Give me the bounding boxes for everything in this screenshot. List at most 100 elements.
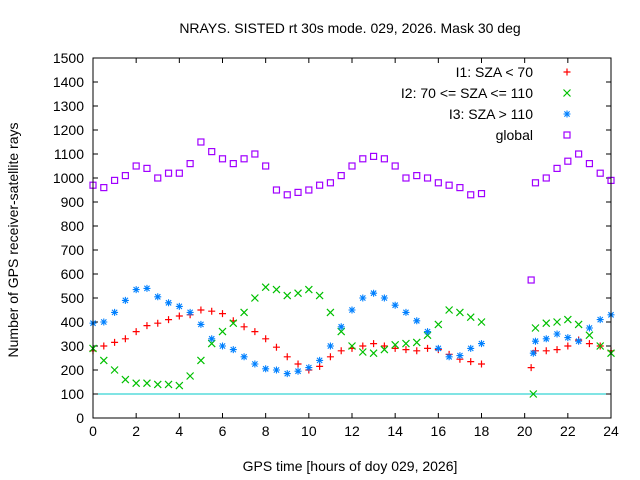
data-point (585, 331, 594, 340)
data-point (121, 375, 130, 384)
data-point (99, 356, 108, 365)
data-point (380, 155, 388, 163)
data-point (391, 162, 399, 170)
data-point (251, 328, 259, 336)
data-point (100, 184, 108, 192)
data-point (110, 176, 119, 184)
x-tick-label: 14 (387, 423, 403, 439)
data-point (391, 344, 399, 352)
data-point (218, 327, 227, 336)
data-point (283, 191, 291, 199)
data-point (186, 160, 194, 168)
data-point (175, 312, 183, 320)
y-tick-label: 900 (61, 194, 85, 210)
data-point (553, 346, 561, 354)
data-point (143, 379, 151, 388)
data-point (423, 174, 432, 182)
data-point (154, 174, 162, 182)
data-point (456, 352, 464, 360)
data-point (197, 306, 205, 314)
y-tick-label: 1100 (54, 146, 84, 162)
data-point (240, 308, 249, 317)
x-tick-label: 2 (132, 423, 140, 439)
data-point (478, 360, 485, 368)
data-point (574, 320, 583, 329)
data-point (165, 299, 173, 307)
data-point (424, 328, 432, 336)
plot-frame (92, 57, 612, 419)
series-i2-70-sza-110 (89, 283, 615, 398)
data-point (326, 308, 335, 317)
data-point (527, 276, 535, 284)
y-tick-label: 1200 (53, 122, 84, 138)
data-point (294, 188, 302, 196)
data-point (283, 370, 291, 378)
data-point (132, 328, 140, 336)
data-point (466, 313, 475, 322)
data-point (563, 315, 572, 324)
data-point (337, 347, 345, 355)
data-point (402, 346, 410, 354)
y-tick-label: 600 (61, 266, 85, 282)
data-point (434, 344, 442, 352)
data-point (100, 318, 108, 326)
legend-marker (563, 68, 571, 76)
y-tick-label: 100 (61, 386, 85, 402)
x-axis-label: GPS time [hours of doy 029, 2026] (243, 458, 458, 474)
data-point (337, 323, 345, 331)
data-point (272, 285, 281, 294)
data-point (434, 179, 442, 187)
data-point (413, 347, 421, 355)
data-point (456, 184, 464, 192)
data-point (154, 293, 162, 301)
data-point (359, 342, 367, 350)
x-tick-label: 6 (219, 423, 227, 439)
data-point (262, 162, 270, 170)
legend-marker (563, 89, 571, 97)
data-point (380, 342, 388, 350)
data-point (121, 335, 129, 343)
data-point (529, 349, 537, 357)
data-point (596, 316, 604, 324)
x-tick-label: 16 (431, 423, 447, 439)
data-point (197, 138, 205, 146)
data-point (531, 337, 539, 345)
data-point (219, 342, 226, 350)
data-point (294, 289, 302, 298)
data-point (326, 342, 334, 350)
data-point (585, 324, 593, 332)
data-point (316, 356, 324, 364)
y-tick-label: 1500 (53, 50, 84, 66)
y-tick-label: 200 (61, 362, 85, 378)
data-point (358, 348, 367, 356)
data-point (542, 174, 550, 182)
data-point (527, 364, 535, 372)
data-point (348, 306, 356, 314)
data-point (164, 169, 173, 177)
data-point (542, 347, 550, 355)
data-point (240, 353, 248, 361)
data-point (380, 345, 389, 354)
data-point (553, 164, 561, 172)
x-tick-label: 18 (474, 423, 490, 439)
data-point (445, 181, 453, 189)
data-point (575, 150, 583, 158)
legend-marker (563, 110, 571, 118)
data-point (164, 380, 173, 389)
data-point (208, 335, 216, 343)
data-point (391, 340, 400, 349)
data-point (478, 340, 485, 348)
data-point (413, 172, 421, 180)
data-point (121, 296, 129, 304)
data-point (402, 174, 410, 182)
data-point (121, 172, 129, 180)
data-point (175, 302, 183, 310)
data-point (596, 342, 605, 350)
y-tick-label: 800 (61, 218, 85, 234)
data-point (585, 160, 594, 168)
data-point (529, 390, 538, 398)
data-point (165, 316, 173, 324)
y-tick-label: 700 (61, 242, 85, 258)
data-point (531, 179, 540, 187)
